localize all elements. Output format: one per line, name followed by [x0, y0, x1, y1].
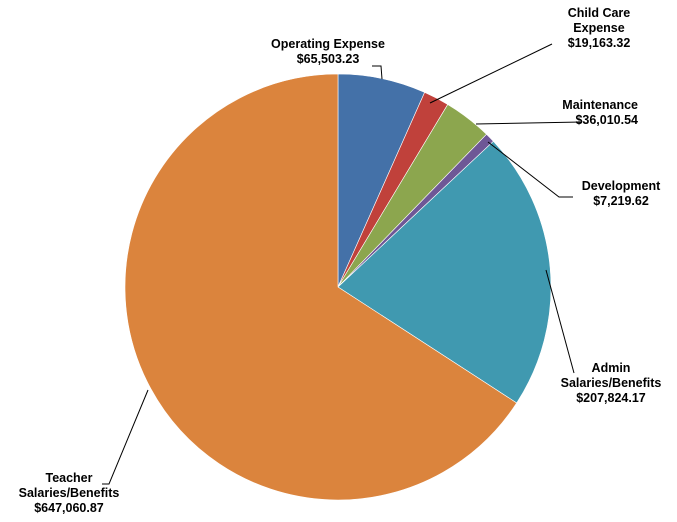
- data-label-name: Development: [582, 179, 661, 193]
- data-label-name: Expense: [573, 21, 624, 35]
- data-label-value: $647,060.87: [34, 501, 104, 515]
- data-label-name: Teacher: [45, 471, 92, 485]
- pie-slice-admin-salaries-benefits: [337, 140, 552, 404]
- data-label-value: $207,824.17: [576, 391, 646, 405]
- data-label-name: Operating Expense: [271, 37, 385, 51]
- data-label-operating-expense: Operating Expense $65,503.23: [271, 37, 385, 66]
- pie-slice-teacher-salaries-benefits: [124, 73, 518, 501]
- leader-line-child-care-expense: [429, 43, 553, 104]
- slices-layer: [124, 73, 552, 501]
- data-label-name: Maintenance: [562, 98, 638, 112]
- data-label-name: Salaries/Benefits: [19, 486, 120, 500]
- leader-line-teacher-salaries-benefits: [102, 389, 149, 485]
- leader-line-development: [487, 141, 573, 198]
- data-label-value: $36,010.54: [575, 113, 638, 127]
- data-label-name: Admin: [592, 361, 631, 375]
- data-label-admin-salaries-benefits: Admin Salaries/Benefits $207,824.17: [561, 361, 662, 405]
- data-label-teacher-salaries-benefits: Teacher Salaries/Benefits $647,060.87: [19, 471, 120, 515]
- data-label-name: Salaries/Benefits: [561, 376, 662, 390]
- leader-lines-layer: [102, 43, 583, 485]
- data-label-name: Child Care: [568, 6, 631, 20]
- data-label-value: $7,219.62: [593, 194, 649, 208]
- leader-line-admin-salaries-benefits: [545, 269, 575, 374]
- leader-line-operating-expense: [372, 65, 383, 80]
- data-label-development: Development $7,219.62: [582, 179, 661, 208]
- data-label-maintenance: Maintenance $36,010.54: [562, 98, 638, 127]
- data-labels-layer: Operating Expense $65,503.23 Child Care Exp…: [19, 6, 662, 515]
- data-label-child-care-expense: Child Care Expense $19,163.32: [568, 6, 631, 50]
- data-label-value: $65,503.23: [297, 52, 360, 66]
- data-label-value: $19,163.32: [568, 36, 631, 50]
- leader-line-maintenance: [475, 121, 583, 125]
